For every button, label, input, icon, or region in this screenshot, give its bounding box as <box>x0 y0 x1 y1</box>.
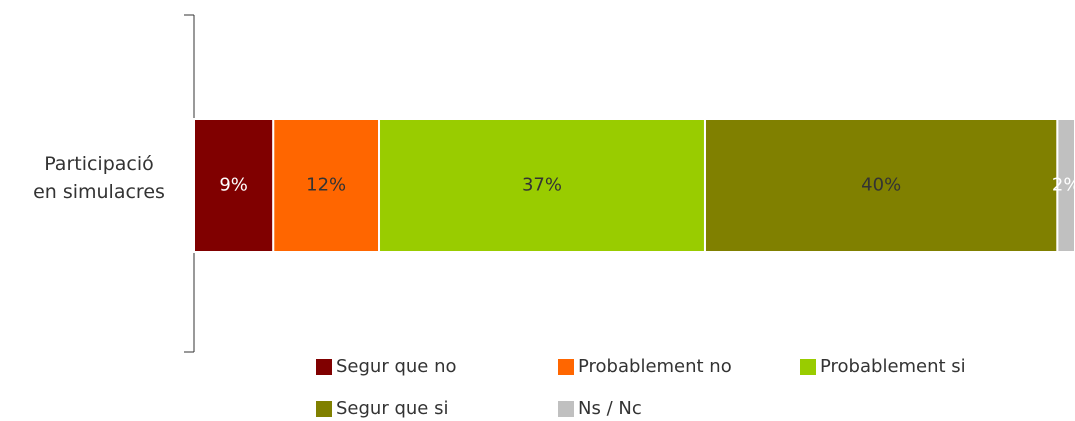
legend-label: Probablement no <box>578 356 732 377</box>
legend-label: Segur que si <box>336 398 448 419</box>
data-label: 40% <box>861 175 901 196</box>
legend-swatch <box>316 359 332 375</box>
data-label: 2% <box>1052 175 1075 196</box>
bar-segment <box>378 118 706 253</box>
bar-segment <box>193 118 275 253</box>
data-label: 12% <box>306 175 346 196</box>
legend-swatch <box>800 359 816 375</box>
data-label: 37% <box>522 175 562 196</box>
legend-swatch <box>558 401 574 417</box>
legend-label: Ns / Nc <box>578 398 642 419</box>
legend-label: Probablement si <box>820 356 966 377</box>
data-label: 9% <box>219 175 248 196</box>
bar-segment <box>703 118 1059 253</box>
legend-label: Segur que no <box>336 356 457 377</box>
category-label: Participació en simulacres <box>33 153 165 203</box>
legend-swatch <box>558 359 574 375</box>
bar-segment <box>272 118 381 253</box>
bar-segment <box>1056 118 1075 253</box>
legend-swatch <box>316 401 332 417</box>
